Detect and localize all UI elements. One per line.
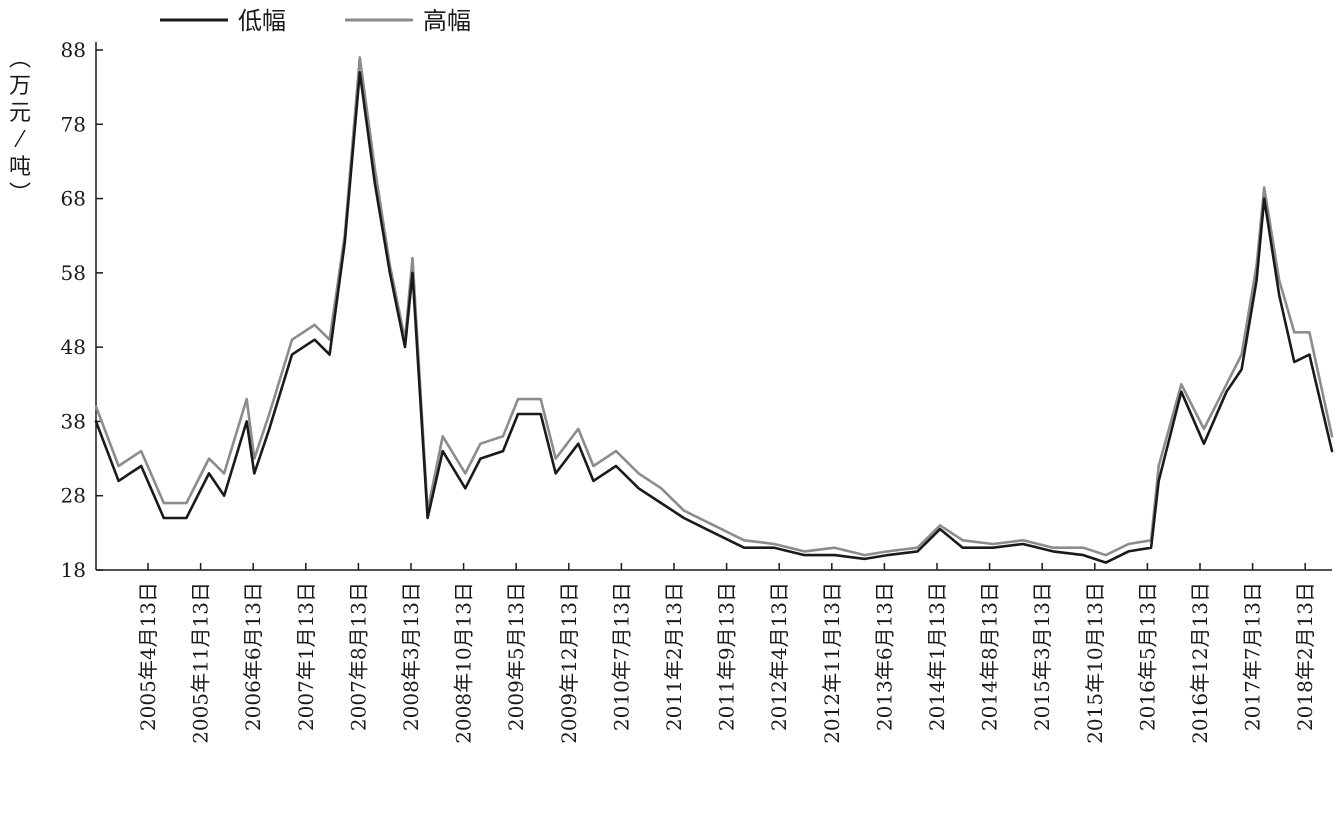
x-tick-label: 2013年6月13日: [872, 582, 896, 731]
y-tick-label: 88: [61, 38, 86, 62]
legend-label-high: 高幅: [423, 7, 471, 35]
y-axis-label-text: ︵万元⁄吨︶: [9, 47, 31, 207]
y-axis-label: ︵万元⁄吨︶: [9, 47, 31, 207]
x-tick-label: 2005年4月13日: [136, 582, 160, 731]
series-line-low: [94, 71, 1334, 564]
x-tick-label: 2007年8月13日: [346, 582, 370, 731]
y-tick-label: 68: [61, 187, 86, 211]
x-tick-label: 2009年12月13日: [557, 582, 581, 744]
x-tick-label: 2012年11月13日: [820, 582, 844, 744]
y-tick-label: 18: [61, 558, 86, 582]
x-tick-label: 2015年10月13日: [1083, 582, 1107, 744]
x-tick-label: 2006年6月13日: [241, 582, 265, 731]
x-tick-label: 2018年2月13日: [1293, 582, 1317, 731]
y-axis: 18 28 38 48 58 68 78 88: [61, 38, 103, 582]
x-tick-label: 2016年12月13日: [1188, 582, 1212, 744]
x-tick-label: 2016年5月13日: [1135, 582, 1159, 731]
x-tick-label: 2007年1月13日: [294, 582, 318, 731]
series-line-high: [94, 56, 1334, 557]
x-tick-label: 2008年3月13日: [399, 582, 423, 731]
y-tick-label: 28: [61, 484, 86, 508]
x-tick-label: 2014年1月13日: [925, 582, 949, 731]
x-tick-label: 2008年10月13日: [452, 582, 476, 744]
x-tick-label: 2012年4月13日: [767, 582, 791, 731]
plot-area: [94, 56, 1334, 564]
x-tick-label: 2015年3月13日: [1030, 582, 1054, 731]
x-tick-label: 2010年7月13日: [609, 582, 633, 731]
legend: 低幅 高幅: [160, 7, 471, 35]
legend-label-low: 低幅: [238, 7, 286, 35]
x-axis: 2005年4月13日 2005年11月13日 2006年6月13日 2007年1月13…: [96, 563, 1332, 744]
x-tick-label: 2005年11月13日: [189, 582, 213, 744]
y-tick-label: 58: [61, 261, 86, 285]
x-tick-label: 2011年2月13日: [662, 582, 686, 731]
y-tick-label: 78: [61, 112, 86, 136]
x-tick-label: 2014年8月13日: [978, 582, 1002, 731]
x-tick-label: 2017年7月13日: [1241, 582, 1265, 731]
y-tick-label: 48: [61, 335, 86, 359]
x-tick-label: 2011年9月13日: [715, 582, 739, 731]
x-tick-label: 2009年5月13日: [504, 582, 528, 731]
y-tick-label: 38: [61, 409, 86, 433]
